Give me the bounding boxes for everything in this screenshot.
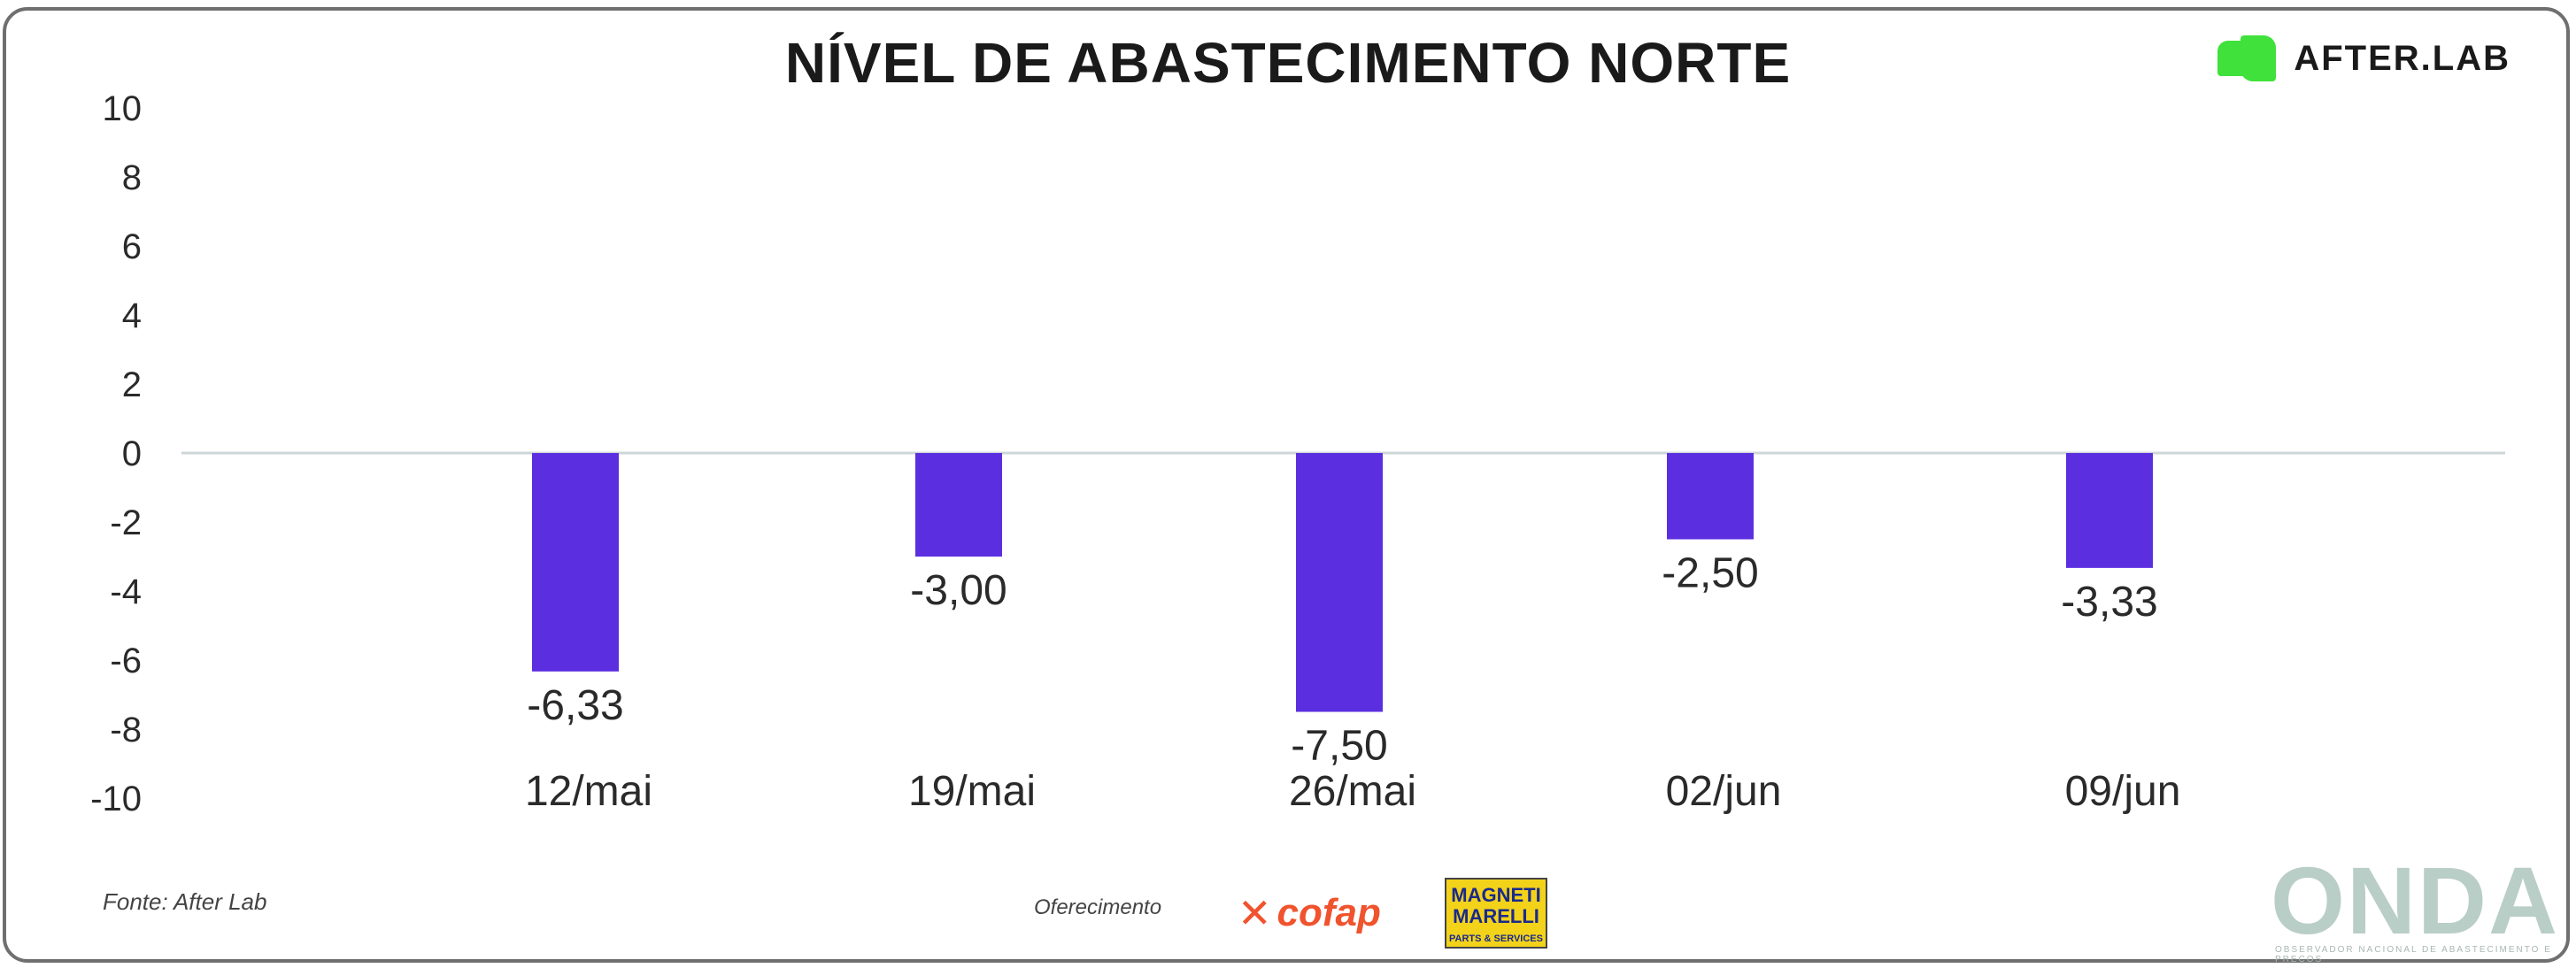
bar [1296,453,1383,712]
magneti-marelli-logo: MAGNETI MARELLI PARTS & SERVICES [1445,878,1547,949]
chart-title: NÍVEL DE ABASTECIMENTO NORTE [784,31,1792,95]
y-tick-label: 0 [122,434,142,473]
y-tick-label: -10 [90,780,142,818]
bar [915,453,1002,557]
bar-value-label: -3,33 [2061,579,2157,626]
bar-value-label: -6,33 [527,682,623,729]
onda-watermark-subtitle: OBSERVADOR NACIONAL DE ABASTECIMENTO E P… [2275,945,2552,964]
x-category-label: 19/mai [908,768,1036,815]
y-tick-label: -8 [110,711,142,749]
bar [532,453,619,672]
y-tick-label: 6 [122,227,142,266]
magneti-logo-text: MAGNETI MARELLI [1451,884,1541,927]
source-note: Fonte: After Lab [103,888,267,915]
bar-value-label: -3,00 [910,567,1006,614]
bar [1667,453,1754,540]
bar-value-label: -7,50 [1291,723,1387,770]
cofap-logo-text: cofap [1276,891,1381,934]
y-tick-label: 8 [122,158,142,197]
x-category-label: 26/mai [1289,768,1416,815]
cofap-mark-icon: ✕ [1238,890,1272,936]
onda-watermark: ONDA [2271,847,2559,954]
y-tick-label: 4 [122,296,142,335]
y-tick-label: -2 [110,503,142,542]
bar-chart: 10 8 6 4 2 0 -2 -4 -6 -8 -10 -6,33 12/mai -3,00 19/mai… [90,89,2505,818]
x-category-label: 09/jun [2065,768,2181,815]
y-tick-label: -6 [110,641,142,680]
x-category-label: 12/mai [525,768,652,815]
x-category-label: 02/jun [1666,768,1782,815]
afterlab-logo-text: AFTER.LAB [2294,38,2510,78]
bar-value-label: -2,50 [1662,550,1758,597]
sponsor-label: Oferecimento [1034,895,1162,919]
afterlab-logo-icon [2217,35,2279,81]
magneti-logo-subtext: PARTS & SERVICES [1449,933,1543,944]
y-tick-label: 10 [103,89,143,128]
y-tick-label: -4 [110,572,142,611]
bar [2066,453,2153,568]
y-tick-label: 2 [122,365,142,404]
cofap-logo: ✕ cofap [1238,889,1381,937]
afterlab-logo: AFTER.LAB [2217,35,2510,81]
